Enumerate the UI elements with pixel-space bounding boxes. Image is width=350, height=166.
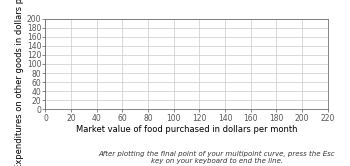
X-axis label: Market value of food purchased in dollars per month: Market value of food purchased in dollar…: [76, 125, 298, 134]
Text: After plotting the final point of your multipoint curve, press the Esc
key on yo: After plotting the final point of your m…: [99, 151, 335, 164]
Y-axis label: Expenditures on other goods in dollars per month: Expenditures on other goods in dollars p…: [15, 0, 24, 166]
